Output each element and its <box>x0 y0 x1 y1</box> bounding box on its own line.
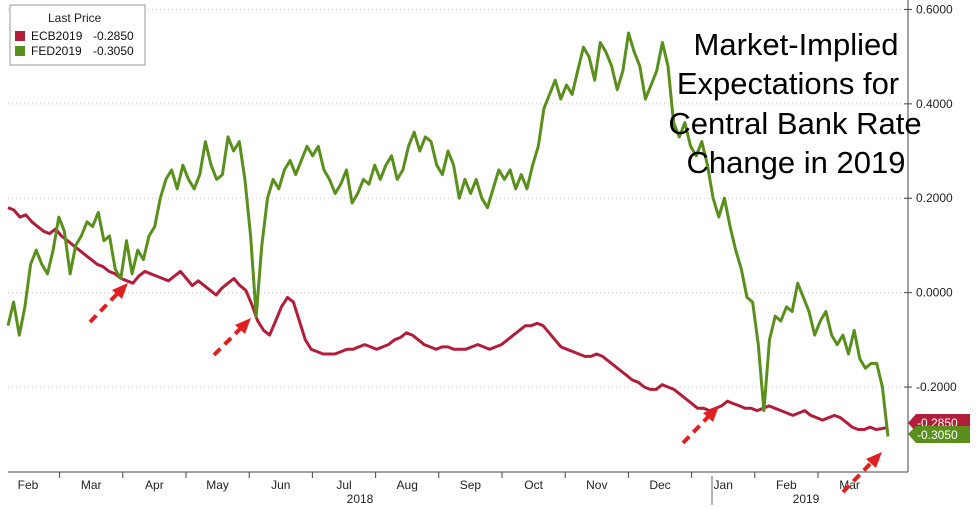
x-tick-label: Mar <box>81 478 102 492</box>
legend-value-ecb: -0.2850 <box>93 29 134 43</box>
y-tick-label: 0.0000 <box>916 286 953 300</box>
title-line-4: Change in 2019 <box>687 145 906 180</box>
legend-swatch-ecb <box>15 31 25 41</box>
x-tick-label: Oct <box>524 478 543 492</box>
annotation-arrow <box>88 283 128 324</box>
legend-title: Last Price <box>48 11 102 25</box>
x-tick-label: May <box>206 478 229 492</box>
y-tick-label: 0.4000 <box>916 97 953 111</box>
x-tick-label: Jun <box>271 478 290 492</box>
last-value-tags: -0.2850 -0.3050 <box>908 414 970 443</box>
title-line-1: Market-Implied <box>694 27 899 62</box>
legend-swatch-fed <box>15 46 25 56</box>
x-tick-label: Jul <box>336 478 351 492</box>
x-axis-ticks: Feb Mar Apr May Jun Jul Aug Sep Oct Nov Dec Jan Feb M… <box>18 472 860 506</box>
y-tick-label: -0.2000 <box>916 380 957 394</box>
legend-label-ecb: ECB2019 <box>31 29 83 43</box>
legend-value-fed: -0.3050 <box>93 44 134 58</box>
year-label: 2018 <box>347 492 374 506</box>
annotation-arrow <box>841 452 882 494</box>
plot-background <box>8 0 908 472</box>
x-tick-label: Aug <box>397 478 418 492</box>
series-lines <box>6 31 890 437</box>
legend-box <box>9 4 146 66</box>
x-tick-label: Jan <box>714 478 733 492</box>
x-tick-label: Sep <box>460 478 482 492</box>
title-line-3: Central Bank Rate <box>668 106 921 141</box>
plot-area <box>8 0 909 473</box>
series-line-ecb2019 <box>7 206 889 431</box>
last-value-tag-fed <box>908 426 970 443</box>
x-tick-label: Dec <box>649 478 670 492</box>
y-axis-ticks: 0.6000 0.4000 0.2000 0.0000 -0.2000 <box>904 2 957 394</box>
title-line-2: Expectations for <box>677 66 899 101</box>
year-label: 2019 <box>793 492 820 506</box>
legend: Last Price ECB2019 -0.2850 FED2019 -0.30… <box>9 4 146 66</box>
x-tick-label: Feb <box>776 478 797 492</box>
annotation-arrow <box>212 318 251 357</box>
x-tick-label: Feb <box>18 478 39 492</box>
annotation-arrow <box>681 406 719 445</box>
chart-title: Market-Implied Expectations for Central … <box>668 27 921 180</box>
series-line-fed2019 <box>6 31 890 437</box>
legend-label-fed: FED2019 <box>31 44 82 58</box>
y-tick-label: 0.2000 <box>916 191 953 205</box>
last-value-label-fed: -0.3050 <box>917 428 958 442</box>
annotation-arrows <box>88 283 882 494</box>
x-tick-label: Nov <box>586 478 607 492</box>
x-tick-label: Apr <box>145 478 164 492</box>
y-tick-label: 0.6000 <box>916 2 953 16</box>
